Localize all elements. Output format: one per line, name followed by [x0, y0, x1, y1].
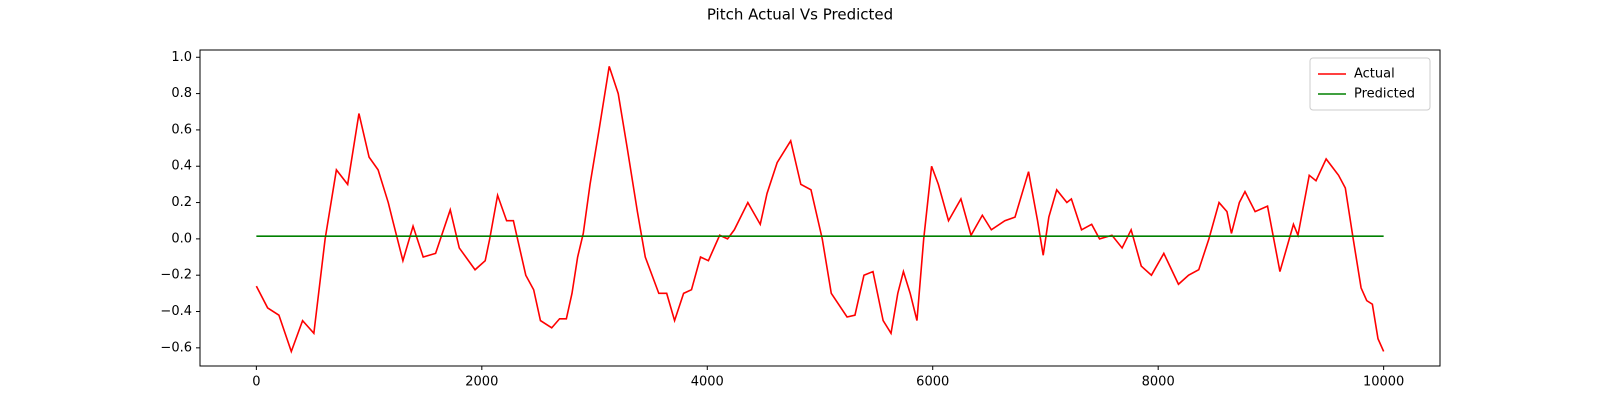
x-tick-label: 8000 — [1142, 375, 1175, 390]
x-tick-label: 6000 — [916, 375, 949, 390]
y-tick-label: 1.0 — [171, 50, 192, 65]
x-tick-label: 10000 — [1363, 375, 1404, 390]
x-tick-label: 0 — [252, 375, 260, 390]
y-tick-label: −0.4 — [160, 304, 192, 319]
y-tick-label: 0.6 — [171, 122, 192, 137]
plot-frame — [199, 49, 1441, 367]
x-tick-label: 4000 — [691, 375, 724, 390]
y-tick-label: 0.8 — [171, 86, 192, 101]
y-tick-label: −0.2 — [160, 268, 192, 283]
series-line — [255, 66, 1385, 354]
y-tick-label: 0.4 — [171, 159, 192, 174]
legend-box — [1309, 57, 1431, 111]
x-tick-label: 2000 — [465, 375, 498, 390]
legend-label: Predicted — [1354, 87, 1415, 102]
chart-title: Pitch Actual Vs Predicted — [707, 6, 893, 24]
y-tick-label: −0.6 — [160, 340, 192, 355]
y-tick-label: 0.2 — [171, 195, 192, 210]
legend-label: Actual — [1354, 67, 1395, 82]
y-tick-label: 0.0 — [171, 231, 192, 246]
